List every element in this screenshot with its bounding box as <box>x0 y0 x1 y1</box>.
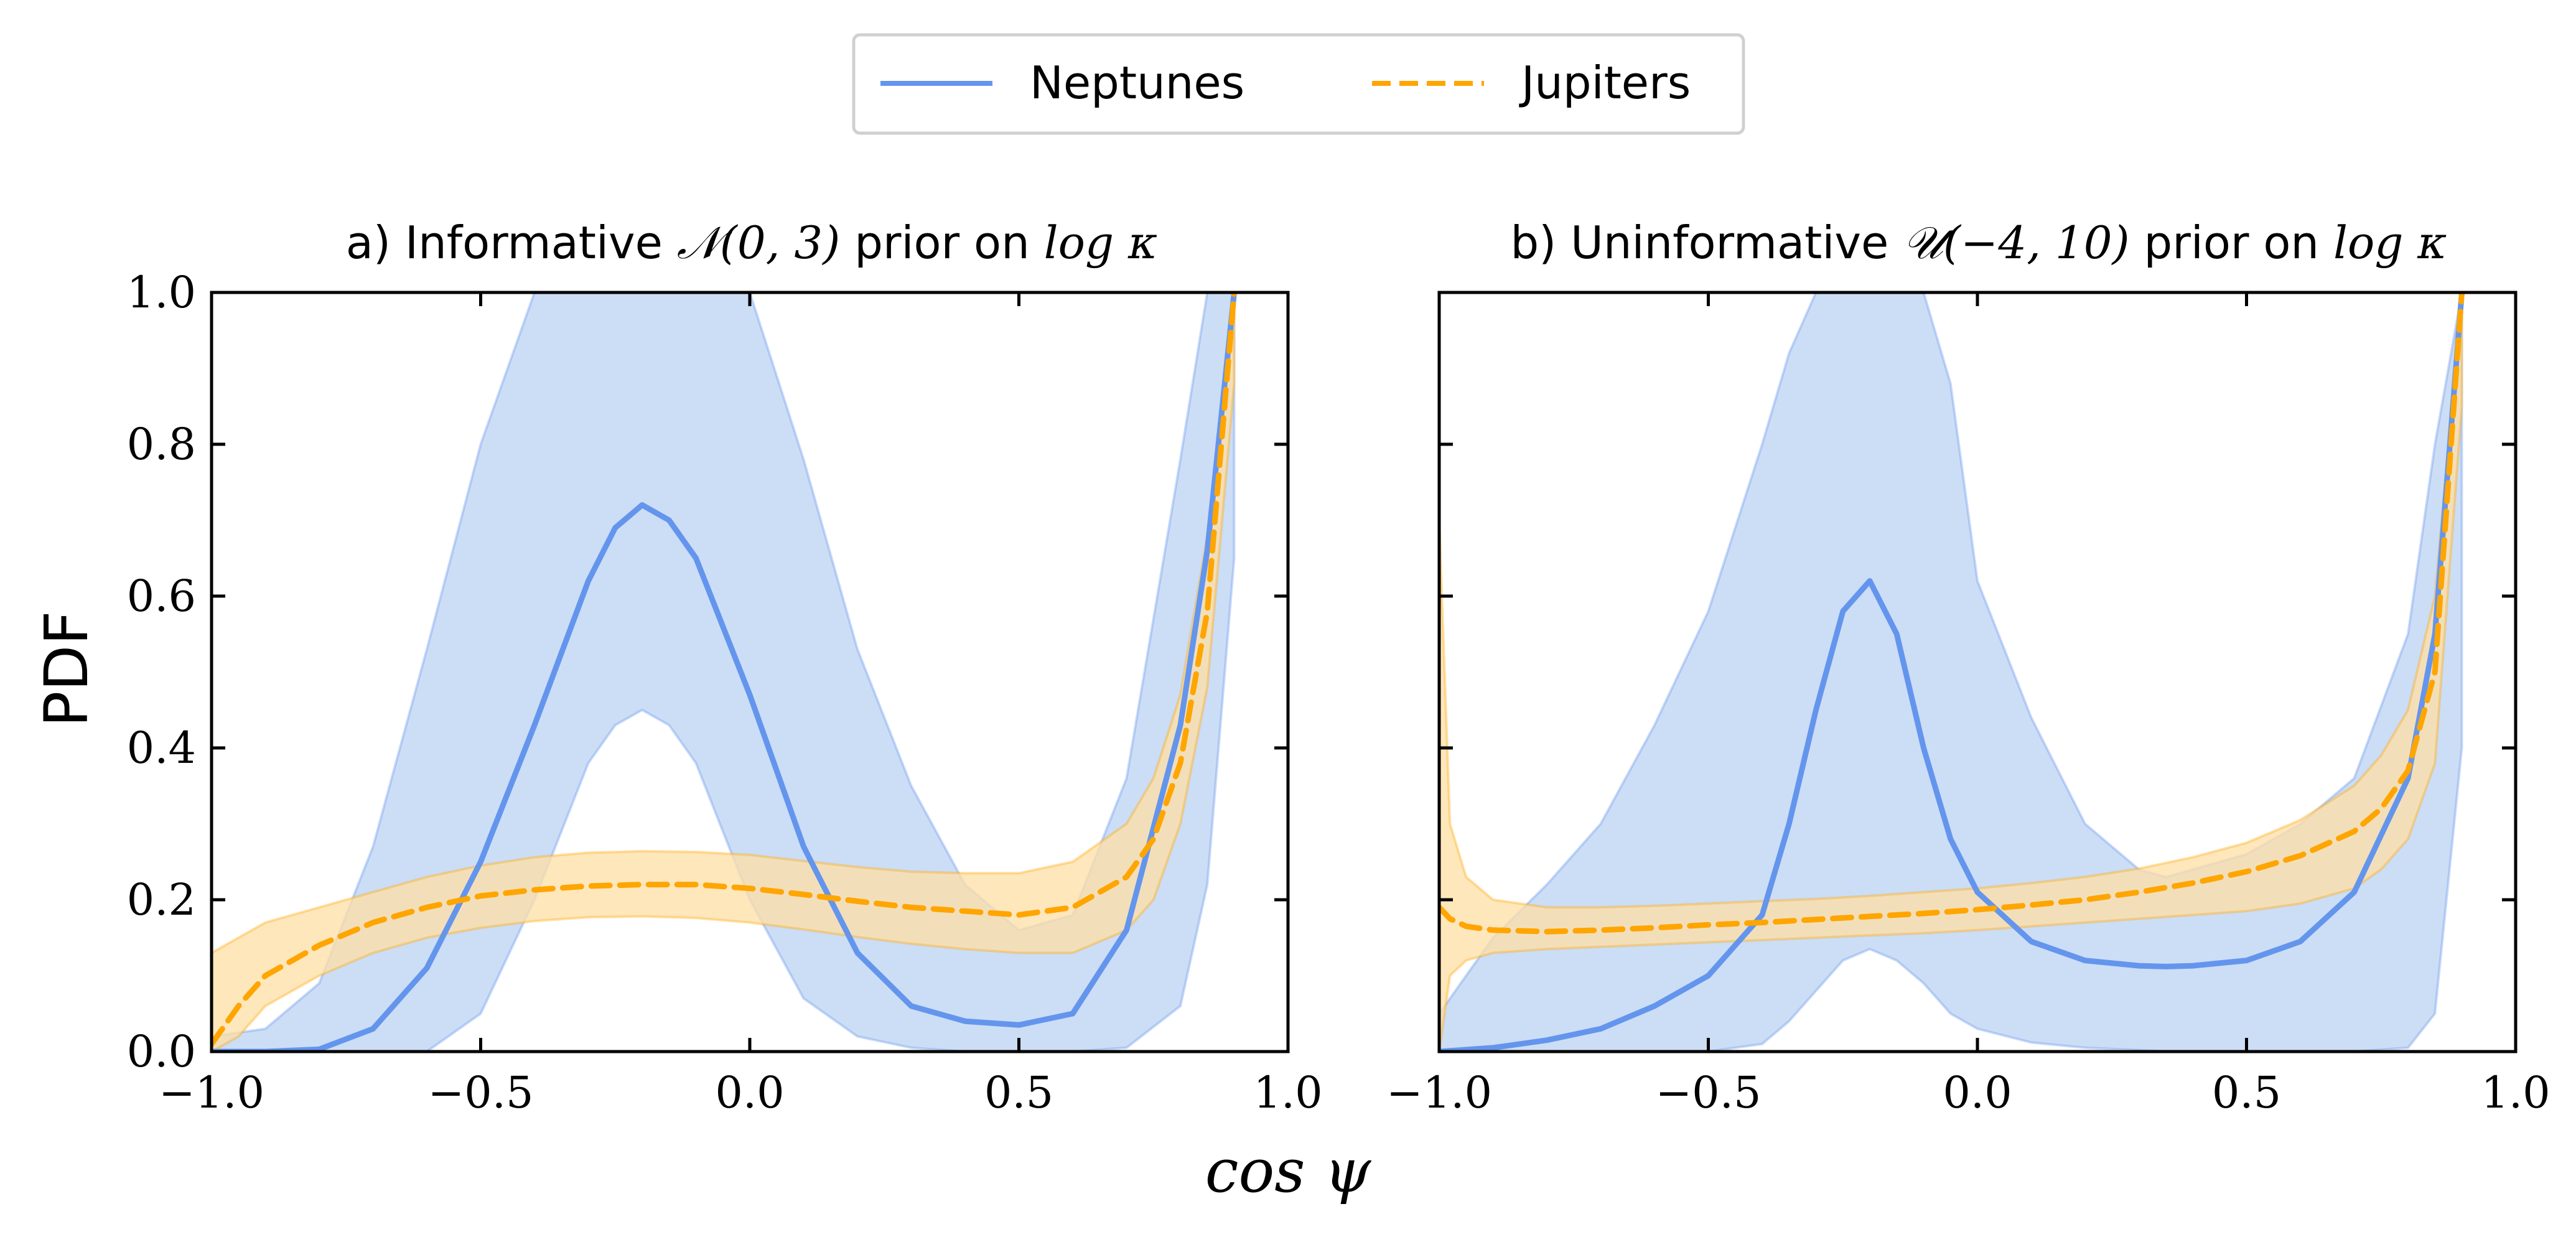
panel-b-x-tick-label: −1.0 <box>1386 1067 1492 1118</box>
panel-a-y-tick-label: 0.4 <box>127 722 196 773</box>
panel-a-y-tick-label: 0.6 <box>127 571 196 622</box>
panel-b-neptunes-line <box>1439 292 2465 1052</box>
panel-a-y-tick-label: 0.8 <box>127 419 196 470</box>
x-axis-label: cos ψ <box>1205 1136 1372 1206</box>
panel-b-x-tick-label: 1.0 <box>2481 1067 2550 1118</box>
panel-b-jupiters-band <box>1439 292 2463 1052</box>
y-axis-label: PDF <box>32 610 101 727</box>
panel-a-title: a) Informative 𝒩(0, 3) prior on log κ <box>346 217 1157 269</box>
panel-b-x-tick-label: 0.5 <box>2212 1067 2281 1118</box>
panel-a-y-tick-label: 0.2 <box>127 874 196 925</box>
panel-a-x-tick-label: −0.5 <box>428 1067 534 1118</box>
panel-a-x-tick-label: 1.0 <box>1253 1067 1322 1118</box>
panel-a-jupiters-line <box>212 292 1237 1047</box>
panel-a-y-tick-label: 0.0 <box>127 1026 196 1077</box>
panel-a-x-tick-label: −1.0 <box>159 1067 264 1118</box>
panel-b: b) Uninformative 𝒰(−4, 10) prior on log … <box>1386 217 2550 1118</box>
panel-a-x-tick-label: 0.5 <box>984 1067 1053 1118</box>
panel-a: a) Informative 𝒩(0, 3) prior on log κ −1… <box>127 217 1323 1118</box>
legend-label-neptunes: Neptunes <box>1030 57 1244 109</box>
panel-b-jupiters-line <box>1439 292 2465 935</box>
legend-frame <box>852 33 1745 135</box>
panel-a-x-tick-label: 0.0 <box>715 1067 784 1118</box>
panel-a-jupiters-band <box>212 292 1236 1052</box>
panel-b-x-tick-label: 0.0 <box>1943 1067 2012 1118</box>
panel-a-neptunes-band <box>212 292 1236 1052</box>
panel-b-neptunes-band <box>1439 292 2463 1052</box>
legend: Neptunes Jupiters <box>852 33 1745 135</box>
panel-b-title: b) Uninformative 𝒰(−4, 10) prior on log … <box>1510 217 2447 269</box>
legend-label-jupiters: Jupiters <box>1519 57 1691 109</box>
panel-b-x-tick-label: −0.5 <box>1656 1067 1762 1118</box>
panel-a-y-tick-label: 1.0 <box>127 267 196 318</box>
panel-a-neptunes-line <box>212 292 1237 1052</box>
